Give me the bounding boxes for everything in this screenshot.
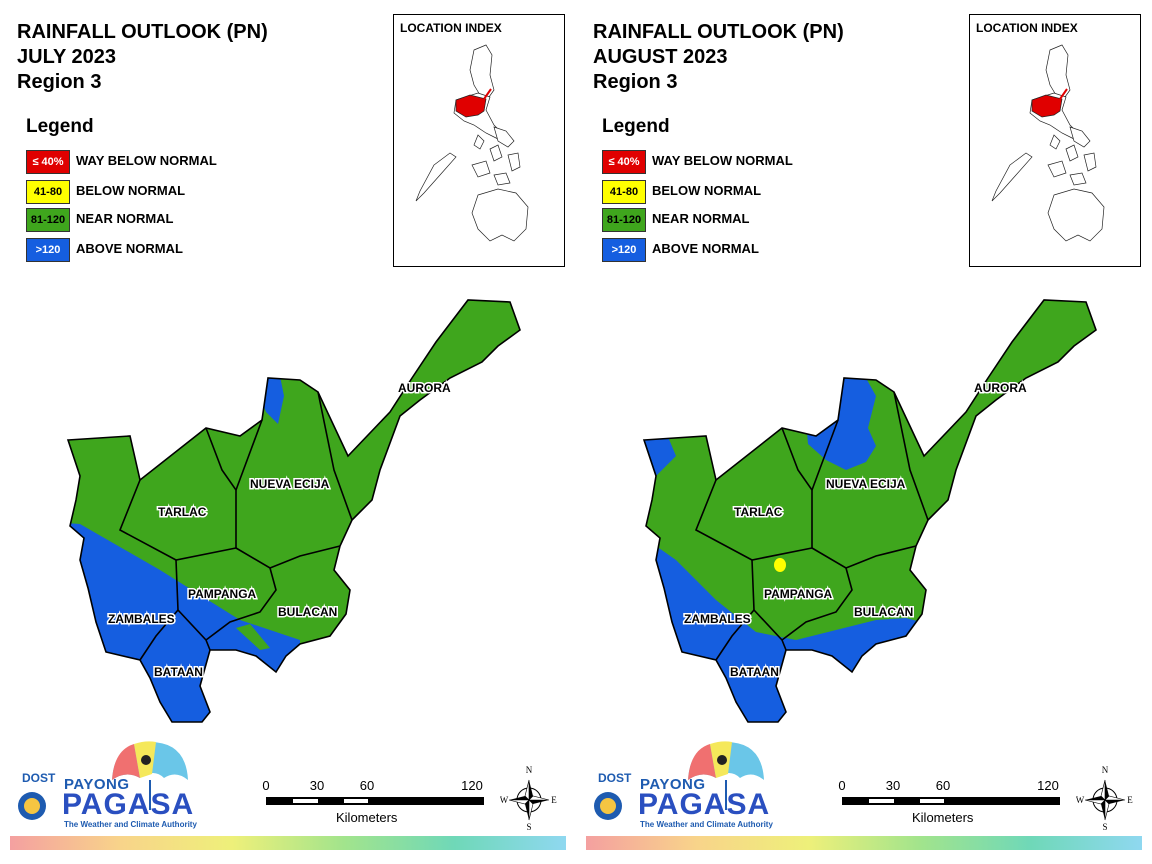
province-label-bataan: BATAAN <box>730 665 779 679</box>
province-label-pampanga: PAMPANGA <box>764 587 833 601</box>
compass-rose-icon: N S E W <box>500 765 557 832</box>
philippines-index-map <box>415 44 529 242</box>
legend-label: ABOVE NORMAL <box>652 241 759 256</box>
province-boundaries <box>642 299 1097 723</box>
legend-swatch: >120 <box>602 238 646 262</box>
title-line-1: RAINFALL OUTLOOK (PN) <box>593 21 844 43</box>
logo-tagline: The Weather and Climate Authority <box>640 820 773 829</box>
province-label-bulacan: BULACAN <box>854 605 913 619</box>
legend-swatch: 41-80 <box>602 180 646 204</box>
province-label-zambales: ZAMBALES <box>108 612 175 626</box>
scale-tick-60: 60 <box>359 778 375 793</box>
logo-dost: DOST <box>598 771 632 785</box>
title-line-2: JULY 2023 <box>17 46 116 68</box>
region-3-highlight <box>455 94 487 118</box>
legend-title: Legend <box>602 116 670 137</box>
scale-tick-120: 120 <box>461 778 483 793</box>
logo-tagline: The Weather and Climate Authority <box>64 820 197 829</box>
scale-bar: 0 30 60 120 Kilometers <box>262 778 486 828</box>
compass-n: N <box>1102 765 1109 775</box>
scale-unit: Kilometers <box>336 810 398 825</box>
legend-label: ABOVE NORMAL <box>76 241 183 256</box>
footer-gradient-bar <box>10 836 566 850</box>
logo-payong: PAYONG <box>64 776 130 793</box>
below-normal-spot <box>774 558 786 572</box>
logo-pagasa: PAGASA <box>638 788 771 821</box>
legend-swatch: 41-80 <box>26 180 70 204</box>
province-label-tarlac: TARLAC <box>734 505 783 519</box>
scale-tick-30: 30 <box>309 778 325 793</box>
legend-title: Legend <box>26 116 94 137</box>
legend-label: WAY BELOW NORMAL <box>76 153 217 168</box>
legend-swatch: ≤ 40% <box>26 150 70 174</box>
legend-swatch: >120 <box>26 238 70 262</box>
scale-tick-30: 30 <box>885 778 901 793</box>
title-line-2: AUGUST 2023 <box>593 46 728 68</box>
title-line-3: Region 3 <box>593 71 678 93</box>
philippines-index-map <box>991 44 1105 242</box>
province-label-tarlac: TARLAC <box>158 505 207 519</box>
compass-s: S <box>1102 822 1107 832</box>
footer-gradient-bar <box>586 836 1142 850</box>
umbrella-icon <box>18 741 188 820</box>
compass-n: N <box>526 765 533 775</box>
map-title: RAINFALL OUTLOOK (PN) JULY 2023 Region 3 <box>17 20 268 95</box>
province-label-bataan: BATAAN <box>154 665 203 679</box>
legend-label: BELOW NORMAL <box>652 183 762 198</box>
legend-label: WAY BELOW NORMAL <box>652 153 793 168</box>
scale-tick-60: 60 <box>935 778 951 793</box>
scale-graphic <box>266 797 484 805</box>
scale-bar: 0 30 60 120 Kilometers <box>838 778 1062 828</box>
legend-label: NEAR NORMAL <box>76 211 174 226</box>
location-index-box: LOCATION INDEX <box>969 14 1141 267</box>
scale-graphic <box>842 797 1060 805</box>
umbrella-icon <box>594 741 764 820</box>
legend-label: BELOW NORMAL <box>76 183 186 198</box>
province-label-nueva-ecija: NUEVA ECIJA <box>826 477 906 491</box>
legend-label: NEAR NORMAL <box>652 211 750 226</box>
compass-e: E <box>551 795 557 805</box>
province-label-bulacan: BULACAN <box>278 605 337 619</box>
location-index-title: LOCATION INDEX <box>976 21 1078 35</box>
legend-swatch: 81-120 <box>26 208 70 232</box>
compass-s: S <box>526 822 531 832</box>
panel-august: RAINFALL OUTLOOK (PN) AUGUST 2023 Region… <box>576 0 1152 864</box>
compass-w: W <box>500 795 509 805</box>
region-3-highlight <box>1031 94 1063 118</box>
panel-july: RAINFALL OUTLOOK (PN) JULY 2023 Region 3… <box>10 14 566 850</box>
logo-payong: PAYONG <box>640 776 706 793</box>
province-label-aurora: AURORA <box>974 381 1027 395</box>
compass-e: E <box>1127 795 1133 805</box>
location-index-box: LOCATION INDEX <box>393 14 565 267</box>
province-label-nueva-ecija: NUEVA ECIJA <box>250 477 330 491</box>
legend-swatch: ≤ 40% <box>602 150 646 174</box>
province-label-pampanga: PAMPANGA <box>188 587 257 601</box>
pagasa-logo: DOST PAYONG PAGASA The Weather and Clima… <box>16 740 197 832</box>
map-title: RAINFALL OUTLOOK (PN) AUGUST 2023 Region… <box>593 20 844 95</box>
pagasa-logo: DOST PAYONG PAGASA The Weather and Clima… <box>592 740 773 832</box>
logo-pagasa: PAGASA <box>62 788 195 821</box>
title-line-1: RAINFALL OUTLOOK (PN) <box>17 21 268 43</box>
region-3-rainfall-map: AURORA NUEVA ECIJA TARLAC PAMPANGA BULAC… <box>66 299 521 723</box>
scale-tick-120: 120 <box>1037 778 1059 793</box>
legend-swatch: 81-120 <box>602 208 646 232</box>
compass-w: W <box>1076 795 1085 805</box>
location-index-title: LOCATION INDEX <box>400 21 502 35</box>
title-line-3: Region 3 <box>17 71 102 93</box>
scale-unit: Kilometers <box>912 810 974 825</box>
scale-tick-0: 0 <box>838 778 846 793</box>
province-boundaries <box>66 299 521 723</box>
province-label-zambales: ZAMBALES <box>684 612 751 626</box>
scale-tick-0: 0 <box>262 778 270 793</box>
logo-dost: DOST <box>22 771 56 785</box>
above-normal-zone <box>644 430 676 500</box>
region-3-rainfall-map: AURORA NUEVA ECIJA TARLAC PAMPANGA BULAC… <box>642 299 1097 723</box>
province-label-aurora: AURORA <box>398 381 451 395</box>
compass-rose-icon: N S E W <box>1076 765 1133 832</box>
